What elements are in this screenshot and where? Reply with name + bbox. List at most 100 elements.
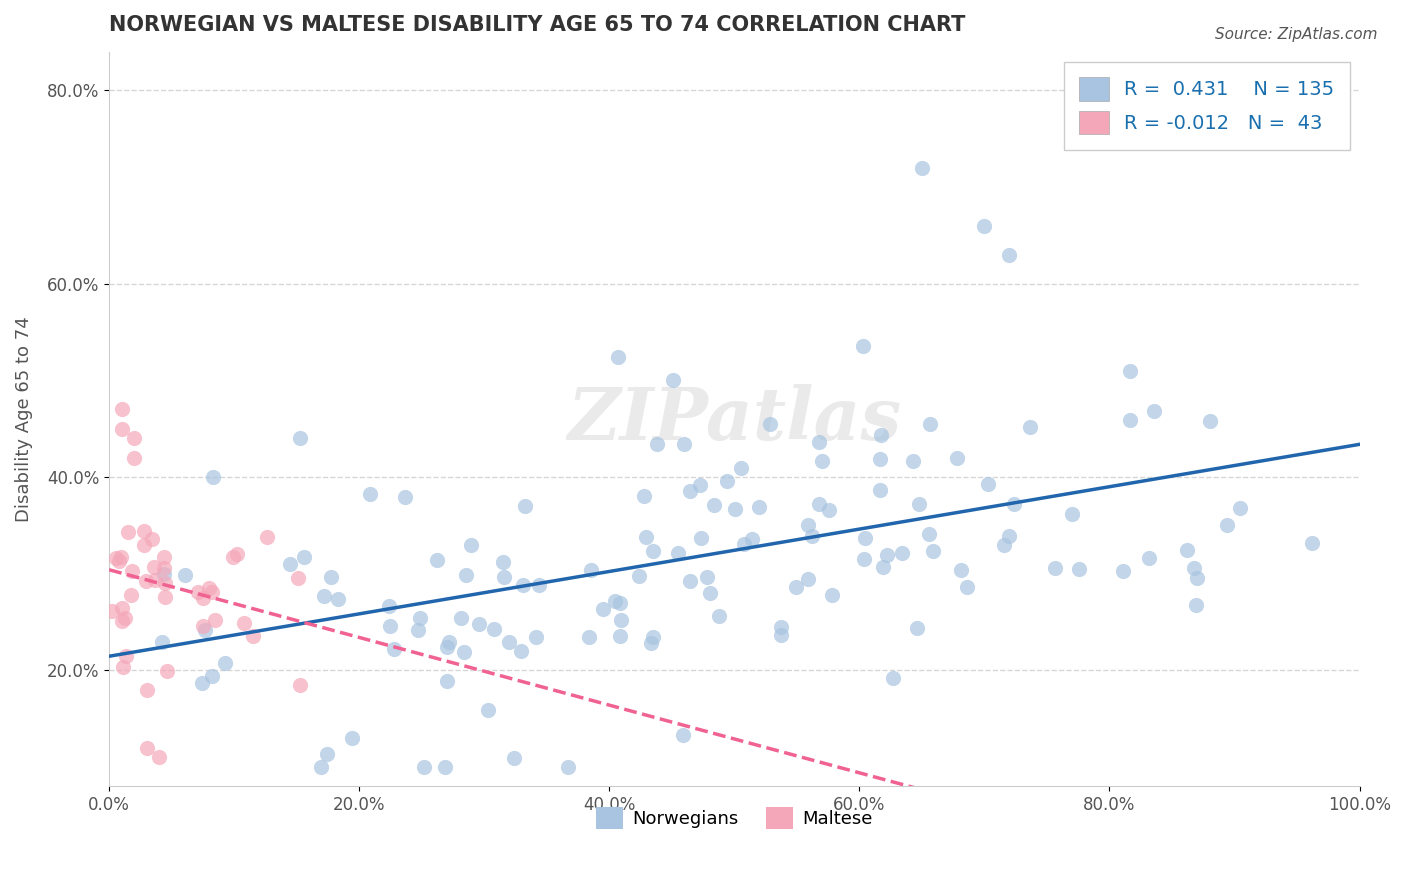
Point xyxy=(671,728,693,742)
Point xyxy=(1067,562,1090,576)
Point xyxy=(242,628,264,642)
Point xyxy=(973,219,995,233)
Point xyxy=(1301,535,1323,549)
Point xyxy=(491,556,513,570)
Point xyxy=(1182,561,1205,575)
Point xyxy=(101,604,124,618)
Point xyxy=(785,580,807,594)
Point xyxy=(460,538,482,552)
Point xyxy=(852,339,875,353)
Text: NORWEGIAN VS MALTESE DISABILITY AGE 65 TO 74 CORRELATION CHART: NORWEGIAN VS MALTESE DISABILITY AGE 65 T… xyxy=(110,15,966,35)
Point xyxy=(853,531,876,545)
Point xyxy=(292,550,315,565)
Point xyxy=(136,682,159,697)
Point xyxy=(221,550,243,565)
Point xyxy=(908,497,931,511)
Point xyxy=(513,499,536,513)
Point xyxy=(662,373,685,387)
Point xyxy=(433,760,456,774)
Point xyxy=(901,454,924,468)
Point xyxy=(201,669,224,683)
Point xyxy=(679,574,702,588)
Point xyxy=(512,578,534,592)
Point xyxy=(150,634,173,648)
Point xyxy=(191,619,214,633)
Point xyxy=(111,614,134,628)
Point xyxy=(524,630,547,644)
Point xyxy=(581,563,603,577)
Point xyxy=(436,673,458,688)
Point xyxy=(278,558,301,572)
Point xyxy=(309,760,332,774)
Point xyxy=(152,566,174,581)
Point xyxy=(645,437,668,451)
Point xyxy=(609,614,631,628)
Point xyxy=(114,611,136,625)
Point xyxy=(890,546,912,560)
Point xyxy=(382,642,405,657)
Point xyxy=(135,740,157,755)
Point xyxy=(378,619,401,633)
Point xyxy=(412,760,434,774)
Point xyxy=(436,640,458,655)
Point xyxy=(797,572,820,586)
Point xyxy=(633,489,655,503)
Point xyxy=(922,544,945,558)
Point xyxy=(1119,364,1142,378)
Point xyxy=(769,628,792,642)
Point xyxy=(233,616,256,631)
Point xyxy=(977,477,1000,491)
Point xyxy=(811,454,834,468)
Point xyxy=(641,544,664,558)
Point xyxy=(122,450,145,465)
Point xyxy=(394,491,416,505)
Point xyxy=(287,571,309,585)
Point xyxy=(187,584,209,599)
Point xyxy=(640,635,662,649)
Point xyxy=(153,549,176,564)
Point xyxy=(1187,571,1209,585)
Point xyxy=(191,591,214,605)
Point xyxy=(454,568,477,582)
Point xyxy=(201,584,224,599)
Point xyxy=(201,470,224,484)
Point xyxy=(557,760,579,774)
Point xyxy=(110,402,132,417)
Point xyxy=(190,675,212,690)
Point xyxy=(605,594,627,608)
Point xyxy=(105,550,128,565)
Point xyxy=(117,525,139,540)
Point xyxy=(703,498,725,512)
Point xyxy=(689,478,711,492)
Point xyxy=(214,656,236,670)
Point xyxy=(666,546,689,560)
Point xyxy=(426,552,449,566)
Point xyxy=(321,570,343,584)
Point xyxy=(1216,517,1239,532)
Point xyxy=(724,502,747,516)
Point xyxy=(453,645,475,659)
Point xyxy=(607,350,630,364)
Point xyxy=(748,500,770,514)
Point xyxy=(110,422,132,436)
Point xyxy=(690,532,713,546)
Point xyxy=(450,610,472,624)
Point xyxy=(741,532,763,546)
Point xyxy=(134,538,156,552)
Point xyxy=(316,747,339,762)
Point xyxy=(946,451,969,466)
Point xyxy=(312,589,335,603)
Point xyxy=(797,517,820,532)
Point xyxy=(142,559,165,574)
Point xyxy=(872,560,894,574)
Point xyxy=(492,570,515,584)
Point xyxy=(477,703,499,717)
Point xyxy=(194,623,217,637)
Point xyxy=(998,248,1021,262)
Point xyxy=(876,548,898,562)
Point xyxy=(1185,599,1208,613)
Point xyxy=(818,502,841,516)
Point xyxy=(437,635,460,649)
Point xyxy=(905,621,928,635)
Point xyxy=(135,574,157,589)
